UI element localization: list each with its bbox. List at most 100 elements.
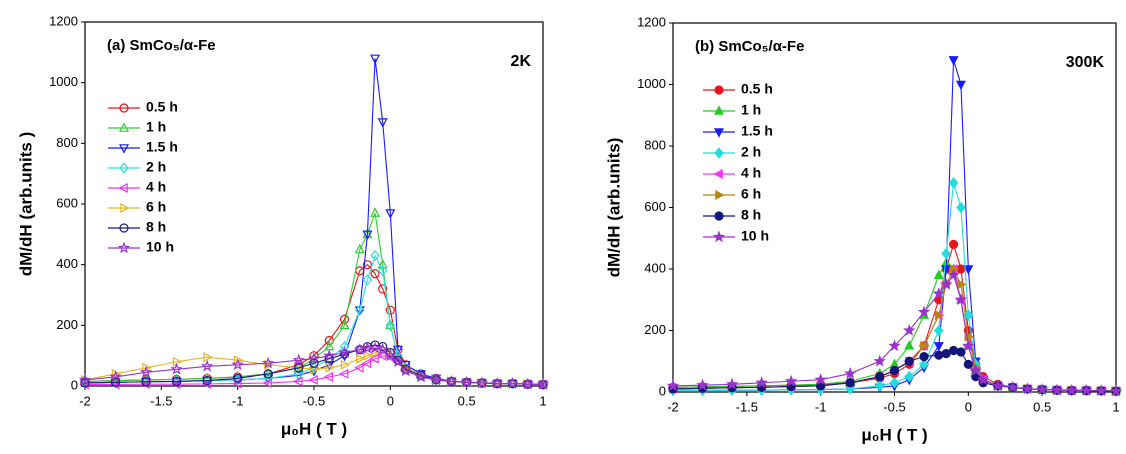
- marker: [843, 367, 857, 379]
- y-axis-label: dM/dH (arb.units ): [16, 132, 35, 276]
- panel-title: (a) SmCo₅/α-Fe: [107, 37, 216, 54]
- y-tick-label: 0: [71, 377, 78, 392]
- marker: [362, 260, 373, 270]
- marker: [354, 306, 365, 316]
- marker: [962, 339, 975, 352]
- marker: [385, 305, 395, 315]
- marker: [955, 80, 966, 91]
- legend-label: 6 h: [741, 186, 761, 202]
- marker: [370, 269, 380, 279]
- marker: [696, 378, 709, 391]
- marker: [119, 103, 129, 113]
- marker: [139, 365, 153, 378]
- y-tick-label: 800: [644, 137, 666, 152]
- marker: [919, 358, 929, 371]
- marker: [202, 374, 212, 387]
- y-tick-label: 1000: [637, 76, 666, 91]
- marker: [875, 372, 885, 382]
- marker: [941, 247, 951, 260]
- x-tick-label: -2: [79, 393, 91, 408]
- marker: [1006, 380, 1019, 393]
- x-axis-label: μ₀H ( T ): [861, 425, 927, 444]
- marker: [391, 355, 405, 368]
- marker: [957, 279, 967, 290]
- marker: [956, 201, 966, 214]
- marker: [377, 258, 388, 269]
- marker: [200, 359, 214, 372]
- marker: [369, 353, 379, 364]
- marker: [340, 359, 351, 370]
- marker: [889, 377, 900, 389]
- marker: [991, 379, 1005, 392]
- marker: [445, 374, 458, 387]
- x-tick-label: -0.5: [303, 393, 325, 408]
- marker: [963, 265, 974, 275]
- y-tick-label: 800: [56, 135, 78, 150]
- marker: [384, 349, 397, 361]
- marker: [385, 209, 396, 219]
- marker: [292, 353, 305, 366]
- marker: [917, 305, 931, 318]
- y-tick-label: 600: [56, 195, 78, 210]
- marker: [119, 223, 129, 233]
- marker: [725, 377, 739, 390]
- marker: [903, 323, 916, 336]
- marker: [261, 356, 275, 369]
- legend-label: 2 h: [146, 159, 166, 175]
- marker: [117, 241, 131, 254]
- marker: [948, 56, 959, 66]
- marker: [460, 375, 473, 388]
- legend-label: 4 h: [741, 165, 761, 181]
- x-tick-label: -1: [232, 393, 244, 408]
- marker: [1065, 383, 1078, 396]
- x-tick-label: -0.5: [883, 399, 905, 414]
- marker: [399, 364, 412, 377]
- marker: [969, 363, 982, 376]
- marker: [362, 230, 373, 241]
- marker: [889, 365, 900, 376]
- marker: [784, 374, 798, 387]
- marker: [963, 309, 974, 321]
- marker: [324, 360, 335, 371]
- marker: [712, 230, 726, 243]
- legend-label: 1.5 h: [146, 139, 178, 155]
- y-tick-label: 200: [644, 322, 666, 337]
- x-tick-label: 0: [965, 399, 972, 414]
- series-line: [84, 347, 544, 386]
- marker: [233, 373, 243, 384]
- marker: [714, 147, 724, 159]
- marker: [414, 370, 428, 383]
- marker: [119, 122, 129, 132]
- marker: [109, 370, 122, 383]
- marker: [376, 343, 389, 355]
- legend-label: 8 h: [741, 207, 761, 223]
- marker: [370, 54, 381, 65]
- marker: [814, 373, 827, 385]
- marker: [934, 350, 944, 360]
- y-tick-label: 400: [644, 260, 666, 275]
- marker: [932, 287, 946, 299]
- marker: [171, 377, 182, 388]
- marker: [963, 359, 973, 369]
- y-tick-label: 600: [644, 199, 666, 214]
- marker: [713, 169, 723, 179]
- marker: [262, 377, 272, 388]
- marker: [948, 239, 959, 249]
- marker: [172, 356, 183, 367]
- panel-title: (b) SmCo₅/α-Fe: [695, 38, 804, 55]
- marker: [308, 374, 318, 385]
- marker: [934, 324, 944, 337]
- marker: [323, 349, 336, 361]
- marker: [715, 190, 725, 200]
- marker: [475, 376, 489, 389]
- marker: [377, 350, 387, 361]
- marker: [490, 377, 504, 389]
- marker: [888, 339, 901, 352]
- marker: [933, 269, 944, 279]
- marker: [714, 128, 724, 138]
- marker: [378, 284, 388, 294]
- legend-label: 10 h: [741, 228, 769, 244]
- legend-label: 10 h: [146, 239, 174, 255]
- marker: [339, 349, 350, 359]
